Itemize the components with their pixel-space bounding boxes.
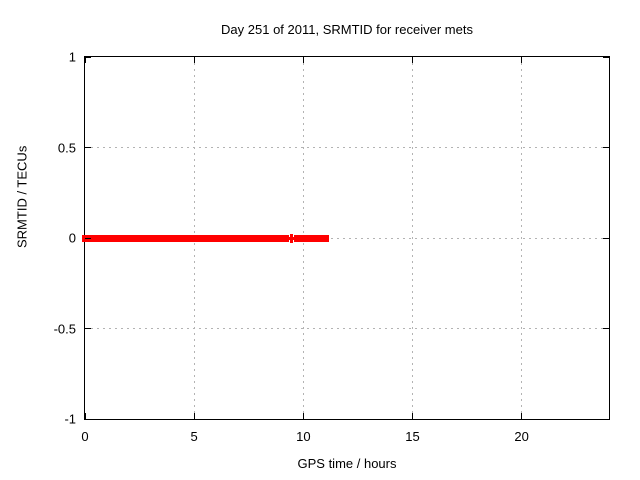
x-tick-mark-mirror [521,57,523,63]
x-tick-label: 10 [296,429,311,444]
x-tick-mark-mirror [412,57,413,63]
x-tick-mark-mirror [302,57,304,63]
y-tick-mark-mirror [603,237,609,239]
data-segment [82,234,286,242]
y-tick-mark [85,147,91,148]
y-tick-label: -0.5 [53,321,76,336]
y-tick-label: -1 [64,411,76,427]
x-tick-mark-mirror [84,57,86,63]
y-tick-mark-mirror [603,147,609,148]
x-tick-mark [193,413,195,419]
y-tick-mark-mirror [603,56,609,58]
gridline-horizontal [85,147,609,148]
gridline-horizontal [85,328,609,329]
y-tick-mark [85,237,91,239]
x-tick-label: 0 [81,429,89,444]
y-tick-mark [85,328,91,329]
y-tick-mark-mirror [603,328,609,329]
gridline-horizontal [85,237,609,239]
plot-area: Day 251 of 2011, SRMTID for receiver met… [15,22,610,471]
y-tick-label: 1 [68,49,76,65]
plus-marker [290,233,294,243]
y-axis-label: SRMTID / TECUs [14,145,30,248]
y-tick-mark [85,56,91,58]
y-tick-mark [85,418,91,420]
x-tick-mark [412,413,413,419]
x-tick-mark [521,413,523,419]
x-tick-mark [84,413,86,419]
y-tick-label: 0 [68,230,76,246]
x-tick-label: 20 [514,429,529,444]
x-axis-label: GPS time / hours [297,456,397,471]
y-tick-mark-mirror [603,418,609,420]
data-segment [281,234,290,242]
y-tick-label: 0.5 [57,140,76,155]
x-tick-label: 5 [190,429,198,444]
data-segment [293,234,330,242]
x-tick-mark [302,413,304,419]
x-tick-mark-mirror [193,57,195,63]
x-tick-label: 15 [405,429,420,444]
chart-title: Day 251 of 2011, SRMTID for receiver met… [221,22,473,37]
